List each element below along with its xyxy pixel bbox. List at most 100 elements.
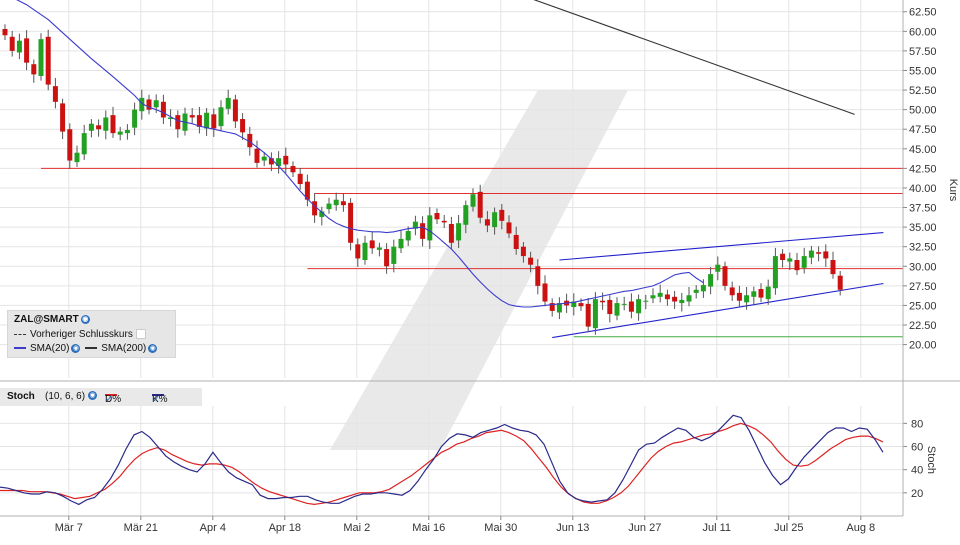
candle-up	[124, 130, 130, 134]
k-percent-line	[0, 414, 884, 506]
stoch-settings-icon[interactable]: ◉	[88, 391, 97, 400]
stoch-tick-label: 20	[911, 488, 923, 500]
candle-up	[218, 107, 224, 127]
price-tick-label: 37.50	[909, 203, 937, 215]
candle-up	[708, 274, 714, 287]
price-axis-title: Kurs	[947, 179, 959, 202]
candle-down	[60, 103, 66, 132]
candle-down	[24, 38, 30, 63]
candle-down	[283, 155, 289, 165]
candle-down	[304, 181, 310, 200]
price-tick-label: 27.50	[909, 281, 937, 293]
candle-up	[153, 100, 159, 108]
sma20-swatch	[14, 347, 26, 350]
x-tick-label: Mai 2	[343, 522, 370, 534]
candle-down	[211, 114, 217, 129]
x-tick-label: Jul 11	[703, 522, 732, 534]
candle-down	[160, 101, 166, 118]
legend-prev-close: Vorheriger Schlusskurs	[14, 329, 146, 340]
candle-up	[470, 194, 476, 207]
candle-up	[765, 286, 771, 300]
stoch-params: (10, 6, 6)	[45, 391, 86, 402]
stoch-header: Stoch (10, 6, 6) ◉ D% ✓ K% ✓	[0, 388, 202, 406]
candle-up	[693, 289, 699, 293]
toggle-box-icon[interactable]	[135, 329, 146, 340]
price-legend: ZAL@SMART ◉ Vorheriger Schlusskurs SMA(20…	[7, 310, 176, 358]
candle-down	[520, 246, 526, 257]
candle-up	[492, 212, 498, 228]
candle-up	[117, 131, 123, 135]
d-check-icon[interactable]: ✓	[105, 394, 114, 405]
candle-down	[340, 201, 346, 206]
axes: 20.00 22.50 25.00 27.50 30.00 32.50 35.00 37.50…	[0, 0, 960, 534]
info-icon[interactable]: ◉	[80, 314, 90, 324]
price-tick-label: 35.00	[909, 222, 937, 234]
sma200-line	[533, 0, 855, 115]
dashed-line-swatch	[14, 333, 26, 335]
candle-down	[830, 260, 836, 275]
candle-up	[74, 152, 80, 163]
candle-up	[326, 203, 332, 210]
sma200-settings-icon[interactable]: ◉	[148, 343, 158, 353]
candle-up	[592, 299, 598, 329]
k-check-icon[interactable]: ✓	[152, 394, 161, 405]
stoch-tick-label: 40	[911, 465, 923, 477]
candle-up	[333, 199, 339, 206]
candle-down	[268, 158, 274, 165]
x-tick-label: Jul 25	[774, 522, 803, 534]
x-tick-label: Jun 27	[628, 522, 661, 534]
candle-down	[196, 115, 202, 127]
candle-up	[456, 223, 462, 241]
candle-up	[204, 112, 210, 129]
candle-down	[355, 244, 361, 259]
candle-up	[614, 303, 620, 316]
candle-down	[96, 125, 102, 130]
candle-up	[38, 39, 44, 76]
price-tick-label: 57.50	[909, 46, 937, 58]
candle-down	[600, 300, 606, 303]
candle-up	[398, 238, 404, 249]
stochastic-panel: 20 40 60 80 Stoch	[0, 414, 937, 506]
candle-down	[729, 287, 735, 296]
candle-down	[240, 119, 246, 133]
candle-down	[31, 64, 37, 75]
candle-down	[837, 275, 843, 290]
candle-up	[787, 258, 793, 262]
candle-up	[621, 303, 627, 305]
candle-up	[376, 247, 382, 250]
candle-up	[362, 242, 368, 261]
legend-title: ZAL@SMART ◉	[14, 314, 90, 325]
candle-up	[139, 97, 145, 112]
x-tick-label: Apr 18	[269, 522, 301, 534]
candle-down	[45, 36, 51, 85]
price-tick-label: 55.00	[909, 65, 937, 77]
candle-down	[664, 294, 670, 300]
candle-up	[81, 133, 87, 155]
candle-down	[247, 133, 253, 148]
stoch-tick-label: 60	[911, 442, 923, 454]
candle-down	[499, 209, 505, 221]
candle-up	[225, 97, 231, 109]
candle-up	[700, 285, 706, 292]
x-tick-label: Mai 30	[484, 522, 517, 534]
candle-up	[319, 211, 325, 217]
candle-down	[628, 301, 634, 312]
candle-down	[794, 260, 800, 271]
sma20-settings-icon[interactable]: ◉	[71, 343, 81, 353]
candle-up	[679, 299, 685, 304]
candles	[2, 24, 843, 335]
sma200-swatch	[85, 347, 98, 350]
price-tick-label: 32.50	[909, 242, 937, 254]
candle-down	[585, 303, 591, 327]
x-tick-label: Jun 13	[556, 522, 589, 534]
candle-up	[772, 256, 778, 289]
candle-down	[477, 191, 483, 218]
candle-down	[484, 219, 490, 226]
price-tick-label: 45.00	[909, 144, 937, 156]
price-tick-label: 62.50	[909, 7, 937, 19]
candle-up	[636, 299, 642, 314]
candle-up	[801, 256, 807, 268]
grid-layer	[0, 0, 903, 516]
candle-down	[189, 115, 195, 118]
candle-down	[758, 288, 764, 298]
